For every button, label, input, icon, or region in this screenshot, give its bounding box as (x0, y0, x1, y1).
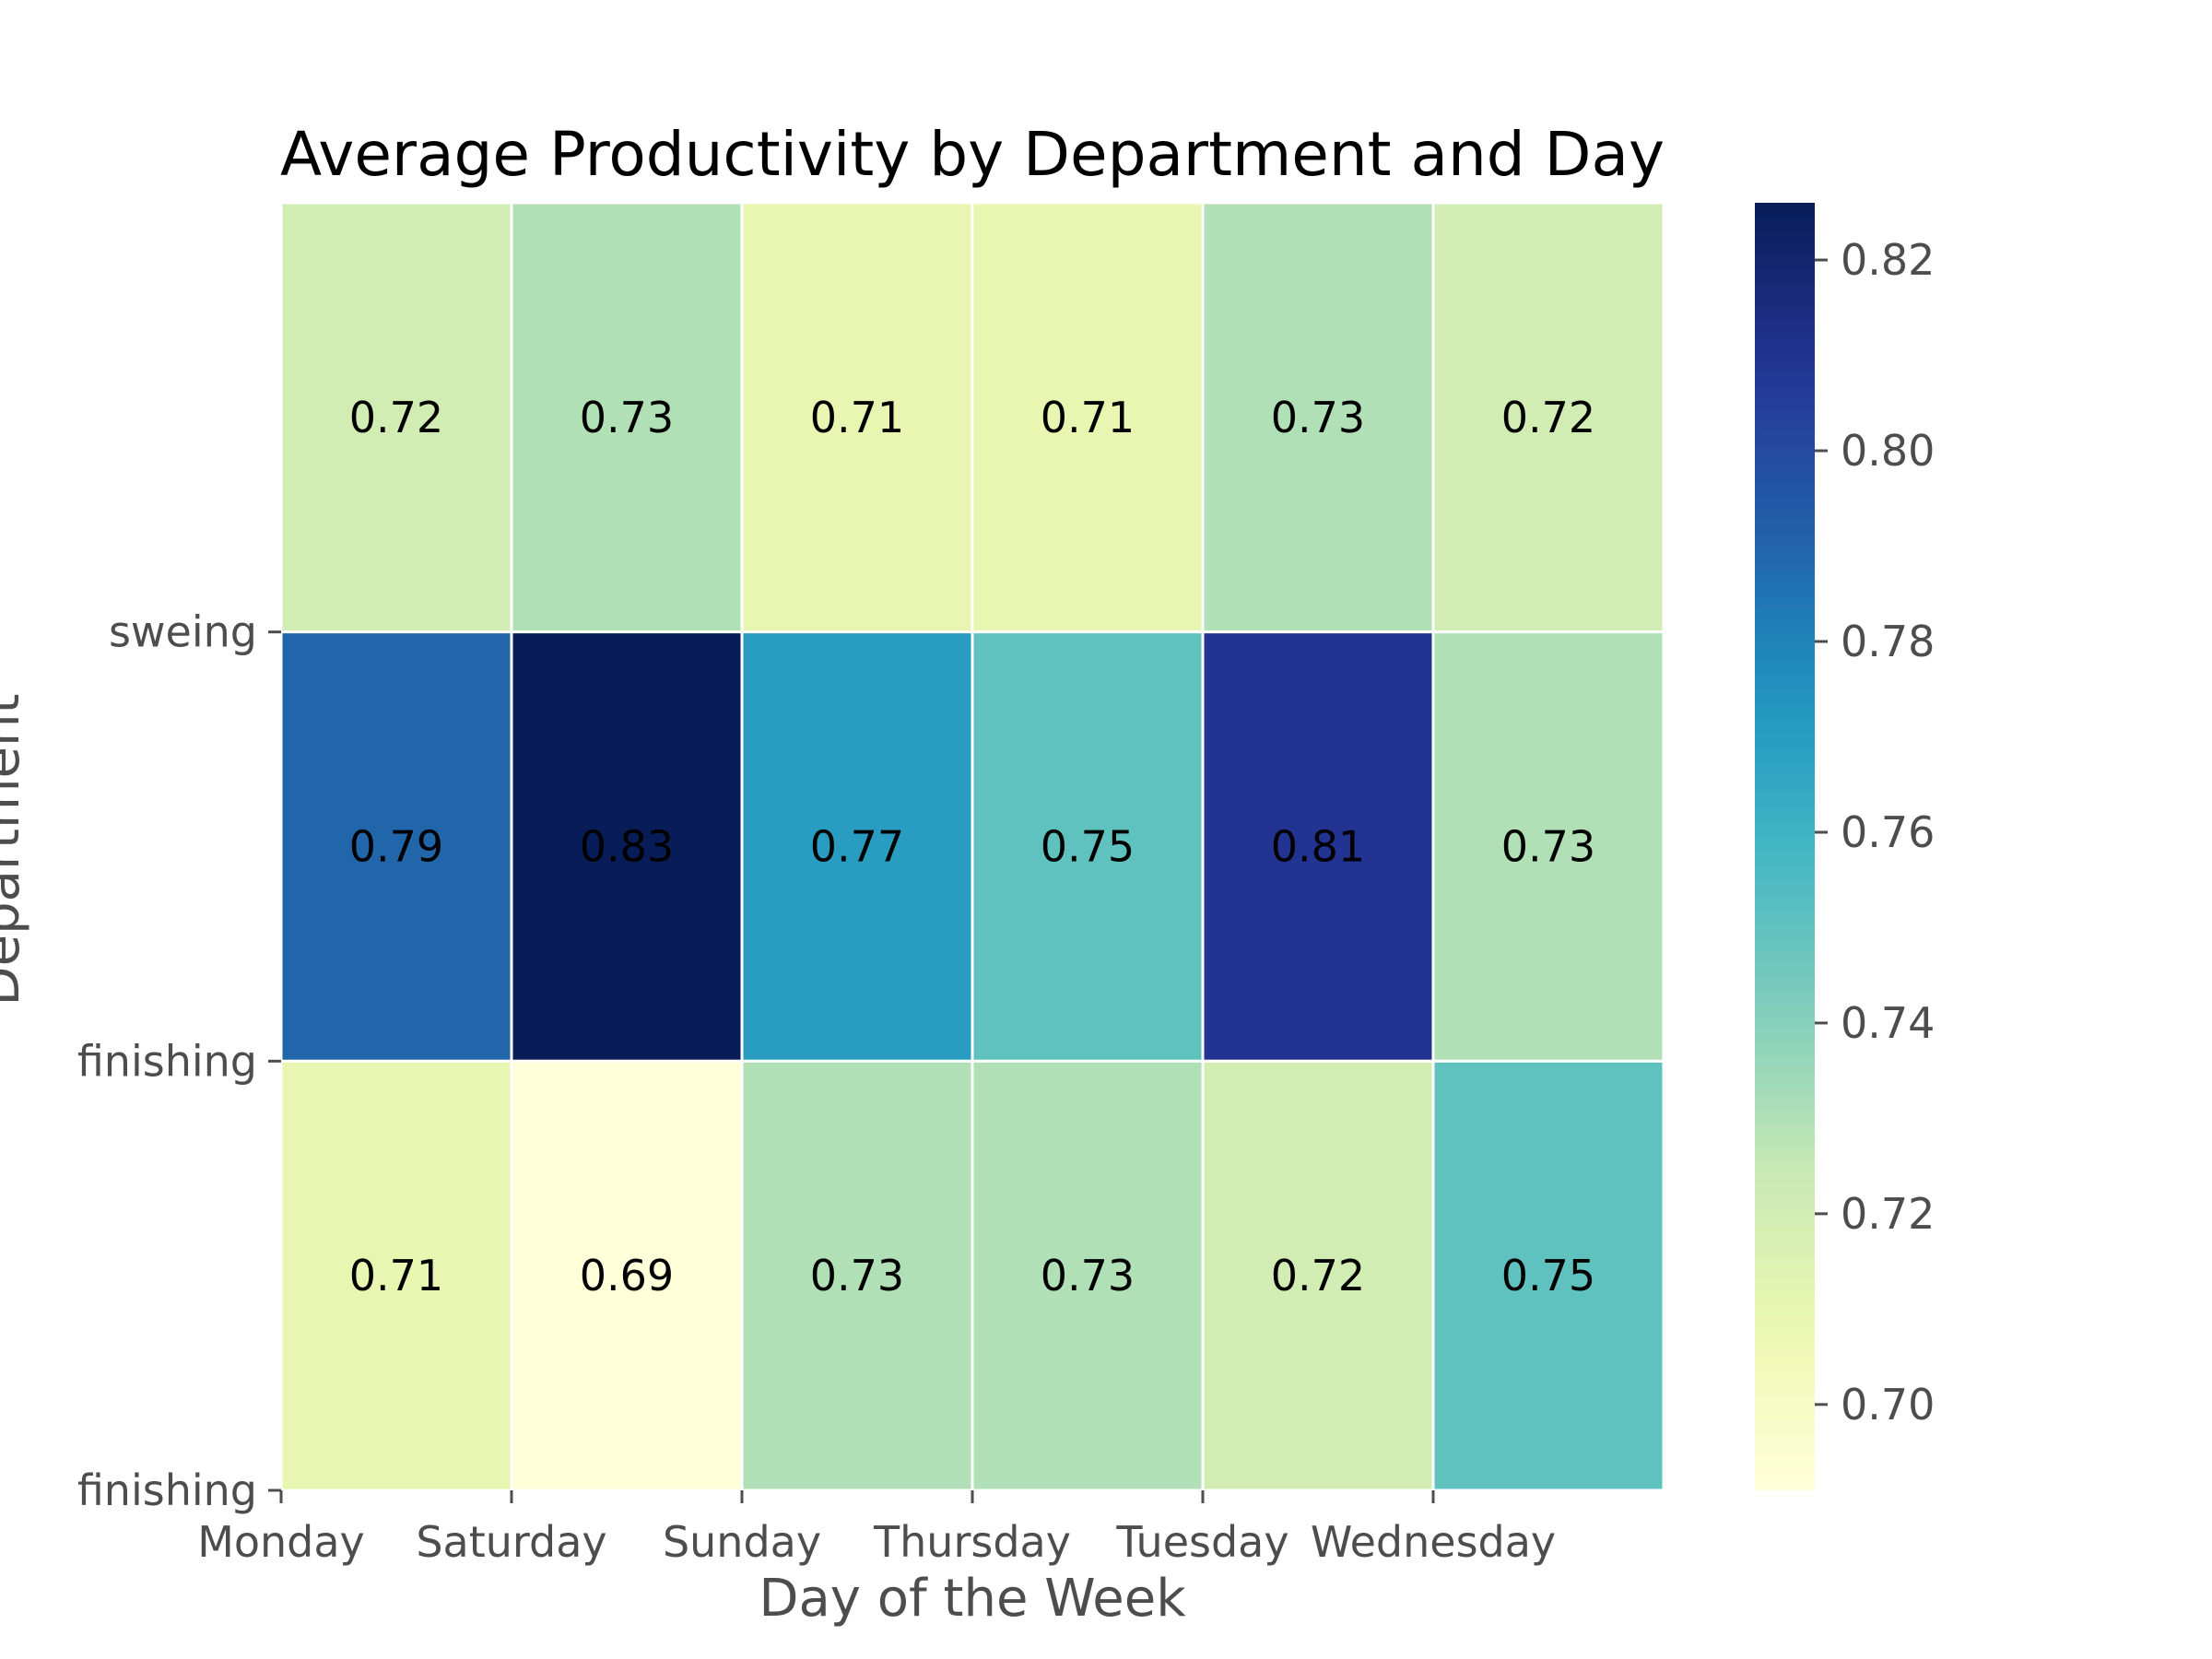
heatmap-cell (279, 1059, 513, 1492)
colorbar-tick-label: 0.76 (1841, 807, 1935, 857)
colorbar-tick-label: 0.82 (1841, 235, 1935, 285)
x-tick-label: Tuesday (1115, 1517, 1288, 1567)
cell-value-label: 0.75 (1501, 1251, 1595, 1300)
cell-value-label: 0.73 (1501, 822, 1595, 872)
cell-value-label: 0.73 (580, 393, 674, 442)
cell-value-label: 0.71 (1041, 393, 1135, 442)
colorbar-ticks: 0.70 0.72 0.74 0.76 0.78 0.80 0.82 (1815, 235, 1935, 1430)
colorbar-tick-label: 0.72 (1841, 1189, 1935, 1239)
heatmap-cell (510, 1059, 744, 1492)
colorbar-tick-label: 0.74 (1841, 998, 1935, 1048)
x-tick-label: Monday (197, 1517, 365, 1567)
heatmap-cell (510, 201, 744, 634)
cell-value-label: 0.72 (1501, 393, 1595, 442)
heatmap-cell (510, 630, 744, 1063)
cell-value-label: 0.72 (349, 393, 443, 442)
cell-value-label: 0.69 (580, 1251, 674, 1300)
cell-value-label: 0.71 (349, 1251, 443, 1300)
cell-value-label: 0.83 (580, 822, 674, 872)
cell-value-label: 0.73 (1271, 393, 1365, 442)
x-axis-label: Day of the Week (759, 1569, 1186, 1629)
heatmap-cell (740, 1059, 974, 1492)
heatmap-cell (279, 201, 513, 634)
heatmap-cell (1431, 201, 1665, 634)
y-axis-label: Department (0, 694, 31, 1006)
heatmap-cell (971, 201, 1205, 634)
y-axis-ticks: sweing finishing finishing (77, 607, 281, 1515)
y-tick-label: finishing (77, 1465, 257, 1515)
heatmap-cell (971, 630, 1205, 1063)
cell-value-label: 0.73 (1041, 1251, 1135, 1300)
y-tick-label: finishing (77, 1036, 257, 1086)
cell-value-label: 0.77 (810, 822, 904, 872)
heatmap-cell (1431, 1059, 1665, 1492)
cell-value-label: 0.71 (810, 393, 904, 442)
colorbar-tick-label: 0.78 (1841, 617, 1935, 666)
x-tick-label: Thursday (873, 1517, 1071, 1567)
cell-value-label: 0.81 (1271, 822, 1365, 872)
cell-value-label: 0.75 (1041, 822, 1135, 872)
heatmap-cell (1431, 630, 1665, 1063)
cell-value-label: 0.73 (810, 1251, 904, 1300)
x-tick-label: Saturday (416, 1517, 606, 1567)
heatmap-cell (1201, 1059, 1435, 1492)
cell-value-label: 0.79 (349, 822, 443, 872)
heatmap-cell (1201, 201, 1435, 634)
colorbar-tick-label: 0.70 (1841, 1380, 1935, 1430)
heatmap-cell (740, 201, 974, 634)
colorbar (1755, 203, 1815, 1490)
y-tick-label: sweing (109, 607, 257, 657)
colorbar-tick-label: 0.80 (1841, 426, 1935, 476)
heatmap-cells: 0.72 0.73 0.71 0.71 0.73 0.72 0.79 0.83 0.77 0.75… (279, 201, 1665, 1492)
heatmap-cell (971, 1059, 1205, 1492)
x-axis-ticks: Monday Saturday Sunday Thursday Tuesday Wedne… (197, 1490, 1556, 1567)
x-tick-label: Wednesday (1311, 1517, 1556, 1567)
x-tick-label: Sunday (663, 1517, 821, 1567)
cell-value-label: 0.72 (1271, 1251, 1365, 1300)
chart-title: Average Productivity by Department and D… (280, 119, 1665, 190)
